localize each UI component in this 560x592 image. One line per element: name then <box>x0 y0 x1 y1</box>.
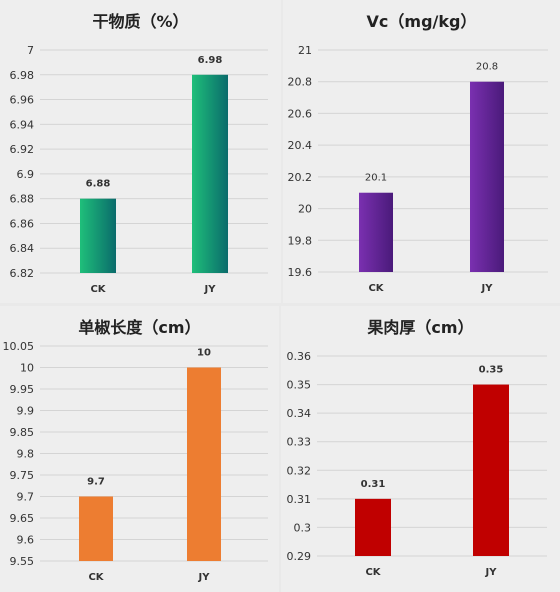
data-label: 20.8 <box>476 62 498 73</box>
bar-chart-pepper-length: 9.55 9.6 9.65 9.7 9.75 9.8 9.85 9.9 9.95 10 10.05 9… <box>3 340 268 583</box>
y-tick-label: 20.4 <box>288 139 313 152</box>
bar-ck <box>355 498 391 556</box>
y-tick-label: 6.94 <box>10 118 35 131</box>
y-tick-label: 0.36 <box>287 350 312 363</box>
x-category-label: CK <box>88 572 104 583</box>
y-tick-label: 0.3 <box>294 521 312 534</box>
y-tick-label: 6.84 <box>10 242 35 255</box>
bar-chart-vc: 19.6 19.8 20 20.2 20.4 20.6 20.8 21 20.1 CK 20.8 JY <box>288 44 548 294</box>
y-tick-label: 6.96 <box>10 94 35 107</box>
y-tick-label: 9.65 <box>10 512 35 525</box>
y-tick-label: 6.92 <box>10 143 35 156</box>
data-label: 9.7 <box>87 477 105 488</box>
y-tick-label: 10 <box>20 362 34 375</box>
y-tick-label: 9.55 <box>10 555 35 568</box>
y-tick-label: 6.98 <box>10 69 35 82</box>
chart-panel-pepper-length: 单椒长度（cm） 9.55 9.6 9.65 9.7 9.75 9.8 9.85 9.9 9.9… <box>0 306 279 592</box>
y-tick-label: 19.6 <box>288 266 313 279</box>
bar-ck <box>359 192 393 272</box>
data-label: 0.35 <box>479 365 504 376</box>
chart-title: 果肉厚（cm） <box>367 318 474 337</box>
data-label: 10 <box>197 348 211 359</box>
y-tick-label: 21 <box>298 44 312 57</box>
bar-chart-flesh-thickness: 0.29 0.3 0.31 0.32 0.33 0.34 0.35 0.36 0.31 CK 0.3… <box>287 350 547 578</box>
y-tick-label: 20.8 <box>288 76 313 89</box>
x-category-label: CK <box>368 283 384 294</box>
y-tick-label: 0.31 <box>287 493 312 506</box>
bar-jy <box>473 384 509 556</box>
y-tick-label: 20 <box>298 203 312 216</box>
y-tick-label: 0.35 <box>287 379 312 392</box>
x-category-label: JY <box>198 572 211 583</box>
bar-jy <box>470 81 504 272</box>
chart-title: 单椒长度（cm） <box>78 318 201 337</box>
x-category-label: JY <box>485 567 498 578</box>
x-category-label: JY <box>481 283 494 294</box>
chart-panel-dry-matter: 干物质（%） 6.82 6.84 6.86 6.88 6.9 6.92 6.94 6.96 6.… <box>0 0 281 303</box>
y-tick-label: 0.33 <box>287 436 312 449</box>
y-tick-label: 6.82 <box>10 267 35 280</box>
y-tick-label: 9.9 <box>17 405 35 418</box>
data-label: 6.98 <box>198 55 223 66</box>
chart-title: 干物质（%） <box>92 12 189 31</box>
bar-jy <box>192 74 228 274</box>
bar-jy <box>187 367 221 561</box>
bar-chart-dry-matter: 6.82 6.84 6.86 6.88 6.9 6.92 6.94 6.96 6.98 7 6.88… <box>10 44 268 295</box>
y-tick-label: 0.32 <box>287 464 312 477</box>
y-tick-label: 9.95 <box>10 383 35 396</box>
y-tick-label: 7 <box>27 44 34 57</box>
y-tick-label: 0.29 <box>287 550 312 563</box>
chart-title: Vc（mg/kg） <box>366 12 477 31</box>
y-tick-label: 19.8 <box>288 234 313 247</box>
y-tick-label: 0.34 <box>287 407 312 420</box>
chart-panel-flesh-thickness: 果肉厚（cm） 0.29 0.3 0.31 0.32 0.33 0.34 0.35 0.36 0… <box>281 306 560 592</box>
y-tick-label: 6.86 <box>10 217 35 230</box>
y-tick-label: 10.05 <box>3 340 35 353</box>
x-category-label: CK <box>90 284 106 295</box>
y-tick-label: 20.6 <box>288 107 313 120</box>
y-tick-label: 9.8 <box>17 448 35 461</box>
chart-panel-vc: Vc（mg/kg） 19.6 19.8 20 20.2 20.4 20.6 20.8 21 20… <box>283 0 560 303</box>
x-category-label: JY <box>204 284 217 295</box>
data-label: 20.1 <box>365 173 387 184</box>
y-tick-label: 9.75 <box>10 469 35 482</box>
y-tick-label: 6.9 <box>17 168 35 181</box>
data-label: 6.88 <box>86 179 111 190</box>
y-tick-label: 9.85 <box>10 426 35 439</box>
bar-ck <box>79 496 113 561</box>
y-tick-label: 20.2 <box>288 171 313 184</box>
y-tick-label: 9.6 <box>17 534 35 547</box>
y-tick-label: 6.88 <box>10 193 35 206</box>
data-label: 0.31 <box>361 479 386 490</box>
x-category-label: CK <box>365 567 381 578</box>
bar-ck <box>80 198 116 273</box>
y-tick-label: 9.7 <box>17 491 35 504</box>
